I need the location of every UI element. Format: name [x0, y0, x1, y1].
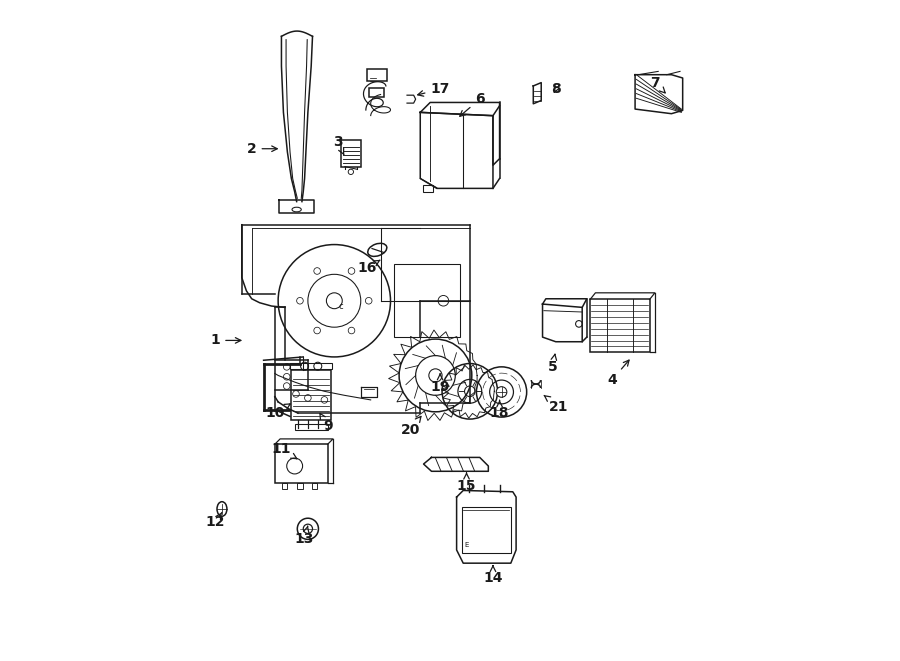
Text: E: E	[464, 541, 469, 548]
Bar	[369, 88, 384, 97]
Text: 12: 12	[205, 512, 225, 529]
Text: 19: 19	[430, 374, 450, 394]
Bar	[394, 264, 460, 337]
Circle shape	[496, 387, 507, 397]
Text: 17: 17	[418, 82, 450, 97]
Text: 13: 13	[295, 526, 314, 546]
Bar	[274, 444, 328, 483]
Text: 15: 15	[457, 473, 476, 493]
Bar	[341, 140, 361, 167]
Text: 20: 20	[400, 416, 421, 437]
Text: 14: 14	[483, 566, 503, 586]
Text: 16: 16	[357, 260, 380, 275]
Bar	[290, 363, 332, 369]
Bar	[423, 185, 433, 192]
Text: 10: 10	[266, 404, 291, 420]
Text: c: c	[338, 301, 343, 311]
Bar	[294, 424, 328, 430]
Text: 1: 1	[211, 333, 241, 348]
Text: 3: 3	[333, 135, 344, 155]
Text: 7: 7	[650, 75, 665, 93]
Ellipse shape	[368, 243, 387, 256]
Bar	[297, 483, 302, 489]
Bar	[282, 483, 287, 489]
Bar	[312, 483, 317, 489]
Text: 21: 21	[544, 395, 569, 414]
Text: 4: 4	[608, 360, 629, 387]
Text: 5: 5	[547, 354, 557, 374]
Bar	[590, 299, 650, 352]
Circle shape	[428, 369, 442, 382]
Text: 11: 11	[272, 442, 297, 459]
Text: 9: 9	[320, 413, 332, 434]
Text: 8: 8	[551, 82, 561, 97]
Text: 2: 2	[247, 141, 277, 156]
Text: 6: 6	[460, 92, 484, 116]
Bar	[367, 69, 387, 81]
Bar	[462, 507, 511, 553]
Text: 18: 18	[490, 401, 509, 420]
Bar	[292, 370, 331, 420]
